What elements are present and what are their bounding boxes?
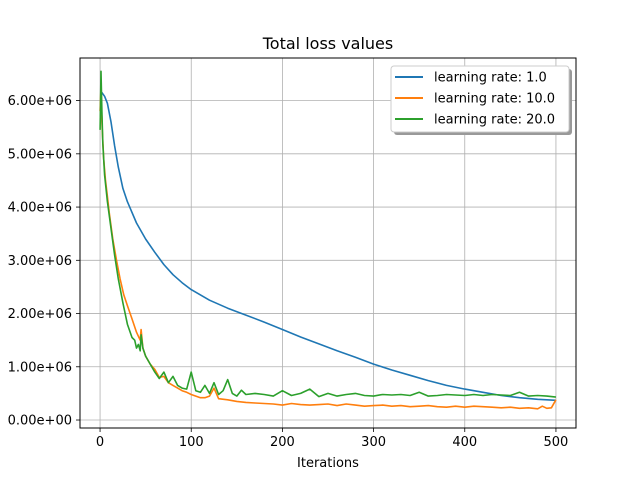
legend-label: learning rate: 10.0 (434, 92, 555, 107)
chart-title: Total loss values (262, 34, 393, 53)
legend-label: learning rate: 20.0 (434, 113, 555, 128)
y-tick-label: 5.00e+06 (8, 147, 72, 162)
x-axis-title: Iterations (297, 456, 359, 471)
x-tick-label: 200 (270, 435, 295, 450)
y-tick-label: 1.00e+06 (8, 360, 72, 375)
y-tick-label: 4.00e+06 (8, 201, 72, 216)
y-tick-label: 3.00e+06 (8, 254, 72, 269)
x-tick-label: 400 (452, 435, 477, 450)
x-tick-label: 300 (361, 435, 386, 450)
legend-label: learning rate: 1.0 (434, 71, 547, 86)
x-tick-label: 100 (179, 435, 204, 450)
y-tick-label: 2.00e+06 (8, 307, 72, 322)
y-tick-label: 0.00e+00 (8, 414, 72, 429)
x-tick-label: 500 (544, 435, 569, 450)
y-tick-label: 6.00e+06 (8, 94, 72, 109)
x-tick-label: 0 (96, 435, 104, 450)
legend: learning rate: 1.0 learning rate: 10.0 lea… (391, 66, 572, 135)
